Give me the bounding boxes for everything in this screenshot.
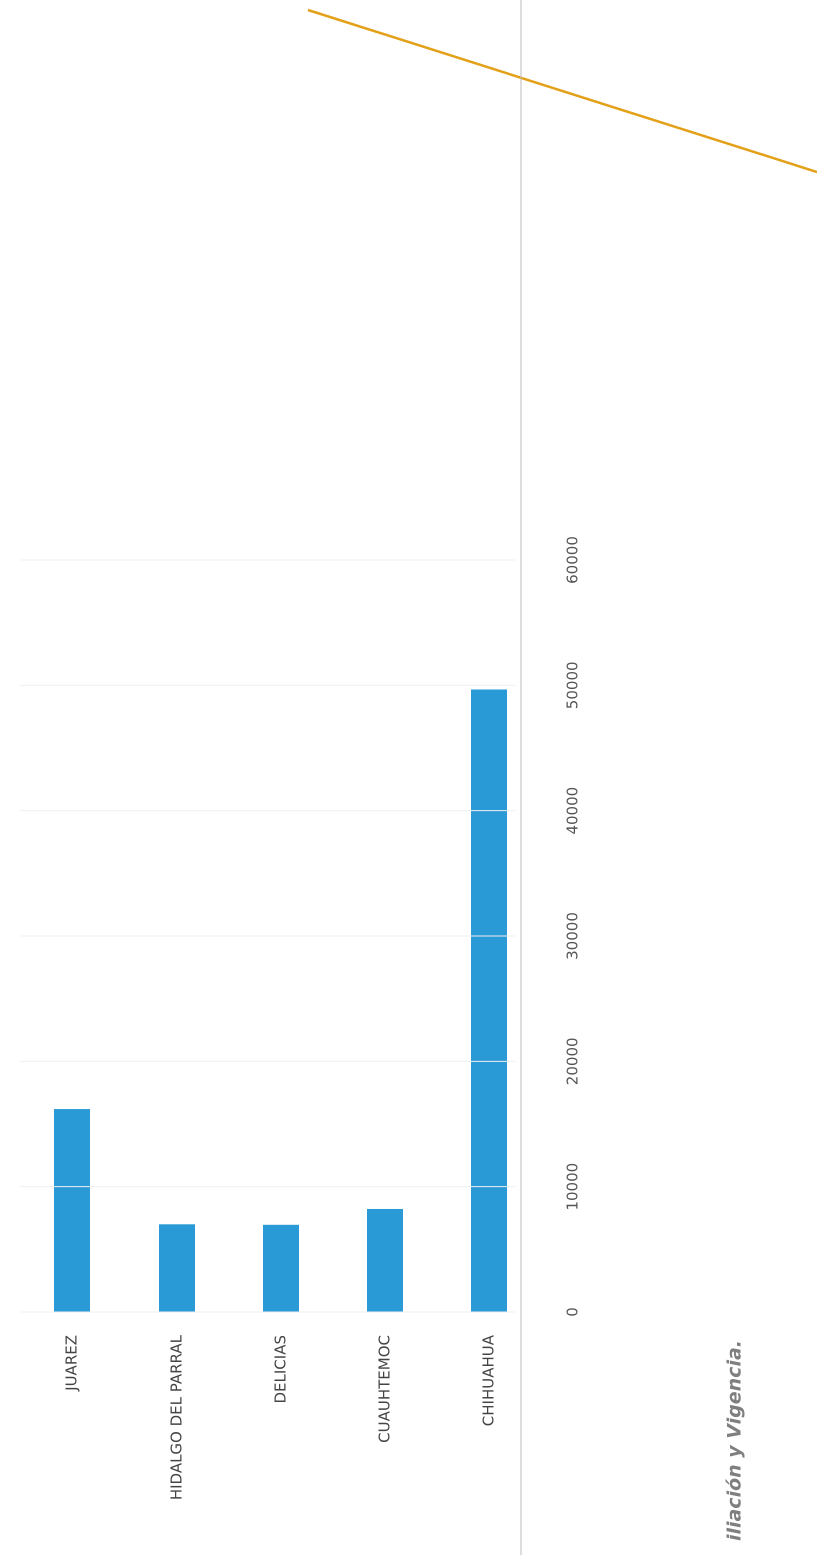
bar	[367, 1208, 403, 1312]
x-tick-label: DELICIAS	[272, 1335, 290, 1404]
bar	[471, 689, 507, 1312]
y-tick-label: 50000	[564, 661, 582, 709]
x-tick-label: CHIHUAHUA	[480, 1334, 498, 1426]
y-tick-label: 20000	[564, 1037, 582, 1085]
y-tick-label: 40000	[564, 787, 582, 835]
caption: iliación y Vigencia.	[724, 1340, 746, 1541]
x-tick-label: HIDALGO DEL PARRAL	[168, 1334, 186, 1500]
y-tick-label: 10000	[564, 1163, 582, 1211]
bar	[263, 1224, 299, 1312]
bar	[54, 1109, 90, 1312]
bar	[159, 1224, 195, 1312]
x-tick-label: JUAREZ	[63, 1335, 81, 1392]
y-tick-label: 0	[564, 1307, 582, 1317]
decor-line	[307, 8, 817, 174]
x-tick-label: CUAUHTEMOC	[376, 1335, 394, 1443]
y-tick-label: 60000	[564, 536, 582, 584]
y-tick-label: 30000	[564, 912, 582, 960]
